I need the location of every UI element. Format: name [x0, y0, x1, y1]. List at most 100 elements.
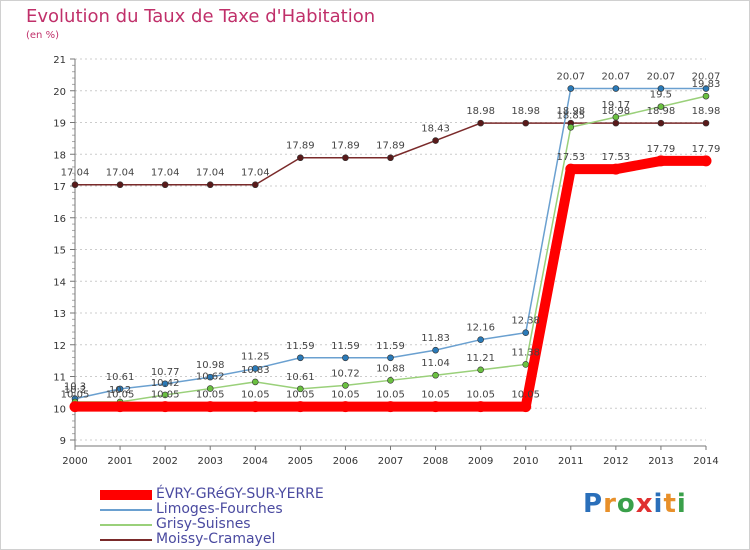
data-point	[387, 154, 394, 162]
data-point	[116, 385, 124, 393]
x-tick-label: 2007	[378, 456, 403, 467]
data-label: 17.04	[241, 168, 270, 179]
data-label: 11.59	[286, 341, 315, 352]
data-label: 10.05	[466, 390, 495, 401]
y-tick-label: 18	[53, 150, 66, 161]
data-label: 10.05	[286, 390, 315, 401]
data-label: 10.05	[376, 390, 405, 401]
data-point	[567, 123, 575, 131]
data-point	[114, 401, 126, 413]
y-tick-label: 16	[53, 214, 66, 225]
data-point	[522, 119, 530, 127]
data-label: 17.79	[692, 144, 721, 155]
data-point	[612, 119, 620, 127]
legend-swatch	[100, 490, 152, 500]
y-tick-label: 20	[53, 87, 66, 98]
data-label: 11.21	[466, 353, 495, 364]
data-label: 17.89	[286, 141, 315, 152]
data-label: 11.59	[376, 341, 405, 352]
data-point	[251, 365, 259, 372]
data-label: 17.79	[647, 144, 676, 155]
logo-letter: x	[635, 489, 654, 519]
data-label: 20.07	[556, 72, 585, 83]
data-labels: 17.04 17.04 17.04 17.04 17.04 17.89 17.89 17.89…	[61, 72, 721, 401]
y-tick-label: 15	[53, 246, 66, 257]
y-tick-label: 19	[53, 119, 66, 130]
series-lines	[69, 85, 712, 413]
logo-letter: r	[603, 489, 617, 519]
data-point	[71, 181, 79, 189]
data-point	[430, 401, 442, 413]
data-point	[297, 385, 304, 393]
logo-letter: i	[653, 489, 664, 519]
data-point	[387, 377, 394, 384]
data-label: 17.04	[61, 168, 90, 179]
x-tick-label: 2002	[152, 456, 177, 467]
data-point	[612, 85, 620, 92]
data-label: 12.38	[511, 316, 540, 327]
x-tick-label: 2010	[513, 456, 538, 467]
data-point	[69, 401, 81, 413]
data-label: 18.98	[692, 106, 721, 117]
y-tick-label: 21	[53, 55, 66, 66]
data-point	[251, 181, 259, 189]
data-label: 20.07	[647, 72, 676, 83]
data-point	[565, 163, 577, 175]
data-label: 10.72	[331, 368, 360, 379]
data-label: 10.05	[241, 390, 270, 401]
data-point	[522, 361, 530, 368]
data-point	[477, 119, 484, 127]
x-tick-label: 2004	[243, 456, 268, 467]
legend-swatch	[100, 509, 152, 511]
x-tick-label: 2003	[197, 456, 222, 467]
data-point	[702, 119, 710, 127]
data-label: 10.05	[331, 390, 360, 401]
data-point	[161, 380, 169, 388]
x-tick-label: 2011	[558, 456, 583, 467]
legend-swatch	[100, 524, 152, 526]
data-point	[655, 155, 667, 167]
data-label: 18.98	[511, 106, 540, 117]
data-point	[432, 371, 439, 379]
data-label: 11.59	[331, 341, 360, 352]
data-label: 18.98	[466, 106, 495, 117]
data-label: 10.05	[106, 390, 135, 401]
chart-title: Evolution du Taux de Taxe d'Habitation	[26, 6, 376, 27]
data-label: 10.05	[151, 390, 180, 401]
data-label: 18.98	[647, 106, 676, 117]
data-label: 10.05	[61, 390, 90, 401]
x-tick-label: 2008	[423, 456, 448, 467]
legend-swatch	[100, 539, 152, 541]
data-point	[206, 181, 214, 189]
series-line	[74, 87, 706, 400]
data-label: 18.98	[556, 106, 585, 117]
x-tick-label: 2012	[603, 456, 628, 467]
data-point	[342, 154, 349, 162]
data-label: 10.2	[64, 385, 86, 396]
data-point	[567, 85, 575, 92]
data-point	[657, 103, 665, 110]
data-label: 18.85	[556, 110, 585, 121]
data-label: 11.04	[421, 358, 450, 369]
data-point	[206, 385, 214, 392]
data-point	[206, 373, 214, 381]
grid-lines	[75, 58, 706, 441]
y-tick-label: 14	[53, 277, 66, 288]
y-tick-label: 17	[53, 182, 66, 193]
legend-label: Grisy-Suisnes	[156, 516, 251, 532]
data-point	[161, 391, 169, 399]
data-point	[657, 85, 665, 92]
data-point	[161, 181, 169, 189]
x-tick-label: 2000	[62, 456, 87, 467]
data-label: 10.83	[241, 365, 270, 376]
data-point	[251, 378, 259, 386]
data-label: 10.3	[64, 382, 86, 393]
data-label: 11.83	[421, 333, 450, 344]
data-point	[432, 346, 439, 354]
axes: 9 10 11 12 13 14 15 16 17 18 19 20 21 2000 2001 2002 200…	[53, 55, 718, 467]
data-label: 10.05	[421, 390, 450, 401]
data-label: 10.88	[376, 363, 405, 374]
data-label: 17.04	[151, 168, 180, 179]
logo-letter: o	[616, 489, 636, 519]
data-label: 20.07	[692, 72, 721, 83]
